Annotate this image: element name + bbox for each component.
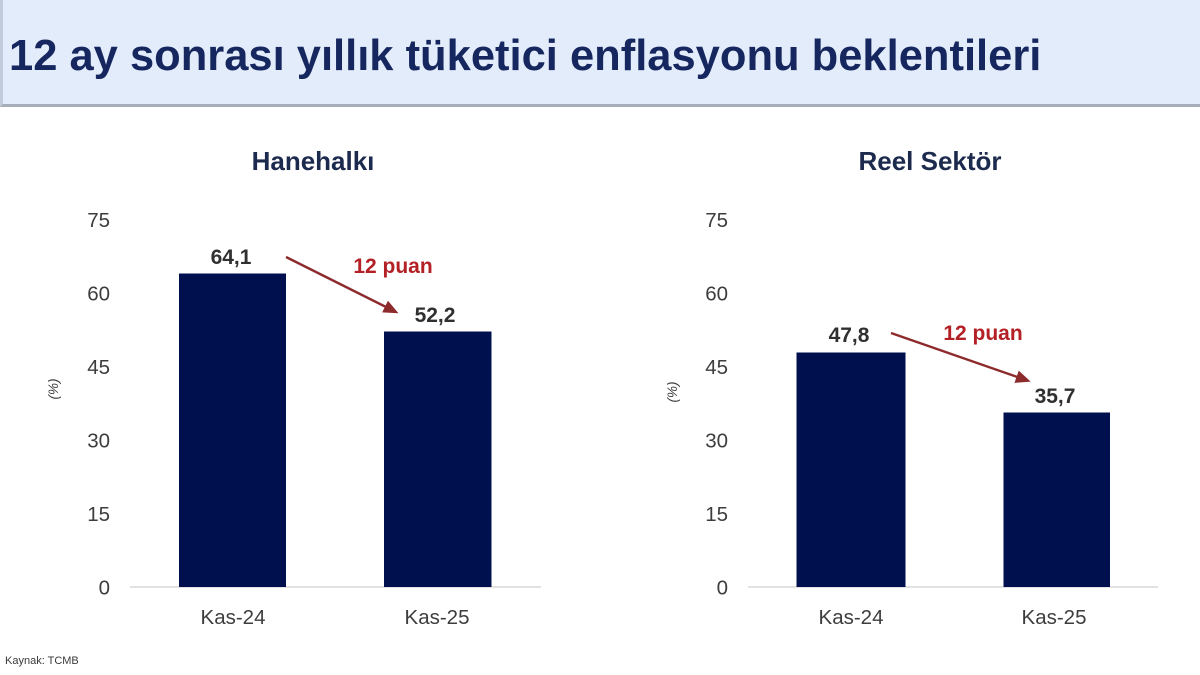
svg-text:15: 15 xyxy=(705,503,728,526)
svg-text:0: 0 xyxy=(99,577,110,600)
svg-text:64,1: 64,1 xyxy=(211,246,252,269)
svg-text:47,8: 47,8 xyxy=(829,324,870,347)
svg-text:12 ay sonrası yıllık tüketici: 12 ay sonrası yıllık tüketici enflasyonu… xyxy=(9,32,1041,80)
svg-text:12 puan: 12 puan xyxy=(943,322,1022,345)
svg-text:Kas-25: Kas-25 xyxy=(405,606,470,629)
svg-text:52,2: 52,2 xyxy=(415,304,456,327)
svg-text:60: 60 xyxy=(87,283,110,306)
svg-text:Kas-25: Kas-25 xyxy=(1022,606,1087,629)
svg-text:15: 15 xyxy=(87,503,110,526)
svg-text:45: 45 xyxy=(705,356,728,379)
svg-text:30: 30 xyxy=(705,430,728,453)
svg-text:(%): (%) xyxy=(665,382,680,403)
svg-text:Kas-24: Kas-24 xyxy=(201,606,266,629)
svg-text:75: 75 xyxy=(705,209,728,232)
svg-text:12 puan: 12 puan xyxy=(353,255,432,278)
svg-text:(%): (%) xyxy=(46,379,61,400)
svg-text:45: 45 xyxy=(87,356,110,379)
svg-text:30: 30 xyxy=(87,430,110,453)
svg-text:0: 0 xyxy=(717,577,728,600)
svg-text:60: 60 xyxy=(705,283,728,306)
svg-text:35,7: 35,7 xyxy=(1035,385,1076,408)
svg-text:75: 75 xyxy=(87,209,110,232)
svg-text:Kas-24: Kas-24 xyxy=(819,606,884,629)
